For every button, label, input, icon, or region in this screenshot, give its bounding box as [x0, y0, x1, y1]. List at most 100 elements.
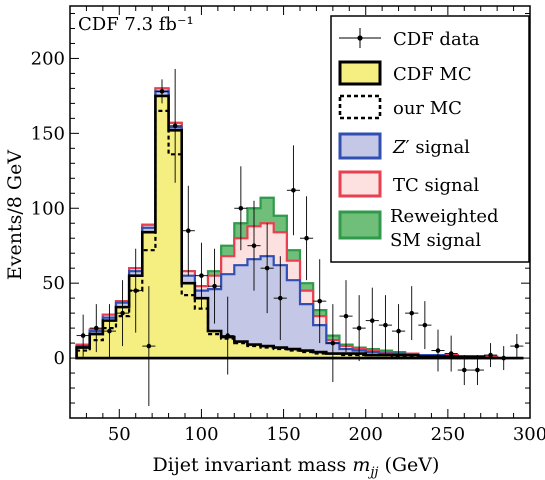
legend-entry-cdf-mc: CDF MC [338, 60, 472, 86]
data-marker [199, 273, 204, 278]
tick-labels: 50 100 150 200 250 300 0 50 100 150 200 [31, 48, 545, 445]
legend-swatch-tc [338, 170, 382, 198]
data-point-13 [247, 200, 261, 291]
data-point-3 [116, 280, 130, 347]
legend-label-reweighted: Reweighted [390, 206, 499, 227]
data-point-8 [181, 185, 195, 276]
data-point-15 [273, 256, 287, 341]
plot-area [75, 68, 524, 407]
data-point-6 [155, 79, 169, 104]
data-marker [422, 322, 428, 328]
data-point-16 [286, 145, 300, 236]
data-point-5 [142, 286, 156, 407]
data-point-31 [484, 343, 498, 368]
data-marker [133, 288, 139, 293]
data-point-24 [392, 304, 406, 359]
legend-label-our-mc: our MC [393, 98, 462, 119]
data-point-26 [418, 301, 432, 350]
data-marker [448, 351, 454, 356]
data-point-14 [260, 223, 274, 314]
data-marker [501, 355, 507, 361]
data-point-21 [352, 295, 366, 362]
legend-label-reweighted-2: SM signal [390, 230, 481, 251]
data-marker [80, 333, 86, 338]
data-marker [396, 328, 401, 334]
data-marker [304, 235, 309, 241]
data-marker [172, 123, 178, 129]
data-point-18 [313, 259, 327, 344]
data-point-0 [76, 314, 90, 357]
data-marker [343, 313, 349, 319]
data-point-10 [208, 248, 222, 324]
data-marker [475, 367, 480, 373]
data-point-28 [444, 335, 458, 372]
data-point-2 [102, 304, 116, 359]
y-tick-label: 200 [31, 48, 65, 69]
data-point-1 [89, 304, 103, 353]
histogram-stacks [75, 87, 524, 360]
y-tick-label: 50 [42, 273, 65, 294]
data-point-29 [457, 355, 471, 386]
data-point-32 [497, 346, 511, 371]
data-marker [277, 295, 283, 301]
line-our-mc [75, 109, 524, 360]
x-axis-label-main: Dijet invariant mass [153, 454, 353, 476]
data-marker [330, 340, 336, 346]
data-marker [185, 228, 191, 234]
data-marker [488, 352, 493, 358]
legend-zprime-var: Z [392, 137, 406, 158]
data-marker [120, 310, 125, 316]
data-point-19 [326, 304, 340, 383]
data-marker [264, 265, 270, 271]
data-marker [107, 328, 112, 334]
data-point-22 [365, 287, 379, 354]
y-axis-label: Events/8 GeV [4, 150, 26, 280]
x-tick-label: 250 [431, 424, 465, 445]
x-tick-label: 200 [349, 424, 383, 445]
legend-label-data: CDF data [393, 29, 480, 50]
data-points [76, 68, 524, 407]
y-tick-label: 0 [54, 348, 65, 369]
legend-label-zprime: Z′ signal [392, 137, 470, 158]
y-tick-label: 100 [31, 198, 65, 219]
x-tick-label: 300 [513, 424, 545, 445]
legend-swatch-our-mc [338, 94, 382, 120]
data-marker [356, 325, 362, 331]
data-marker [409, 310, 415, 316]
data-marker [212, 283, 217, 289]
legend-entry-our-mc: our MC [338, 94, 462, 120]
legend-swatch-reweighted [338, 210, 382, 240]
x-axis-label-var: m [352, 454, 370, 476]
data-marker [146, 343, 152, 349]
data-marker [369, 318, 375, 323]
legend-entry-tc: TC signal [338, 170, 479, 198]
x-tick-label: 50 [108, 424, 131, 445]
data-marker [291, 187, 296, 193]
data-marker [93, 325, 99, 331]
data-point-11 [221, 296, 235, 375]
data-marker [159, 89, 165, 94]
data-point-17 [300, 196, 314, 281]
data-marker [461, 367, 467, 373]
data-marker [238, 205, 244, 211]
x-tick-label: 150 [266, 424, 300, 445]
data-marker [251, 243, 257, 249]
y-tick-label: 150 [31, 123, 65, 144]
legend-zprime-prime: ′ [406, 137, 410, 158]
x-axis-label-sub: jj [367, 465, 378, 480]
legend-entry-data: CDF data [339, 28, 480, 50]
data-point-9 [194, 242, 208, 309]
data-marker [435, 348, 441, 353]
legend-label-tc: TC signal [393, 175, 479, 196]
legend-label-cdf-mc: CDF MC [393, 64, 472, 85]
data-point-23 [378, 295, 392, 356]
legend-swatch-zprime [338, 132, 382, 160]
legend-zprime-text: signal [410, 137, 471, 158]
x-axis-label-unit: (GeV) [378, 454, 439, 476]
legend-entry-reweighted: Reweighted SM signal [338, 206, 499, 251]
luminosity-annotation: CDF 7.3 fb⁻¹ [78, 14, 194, 35]
our-mc-line [75, 109, 524, 360]
data-marker [317, 298, 323, 304]
data-point-7 [168, 68, 182, 183]
